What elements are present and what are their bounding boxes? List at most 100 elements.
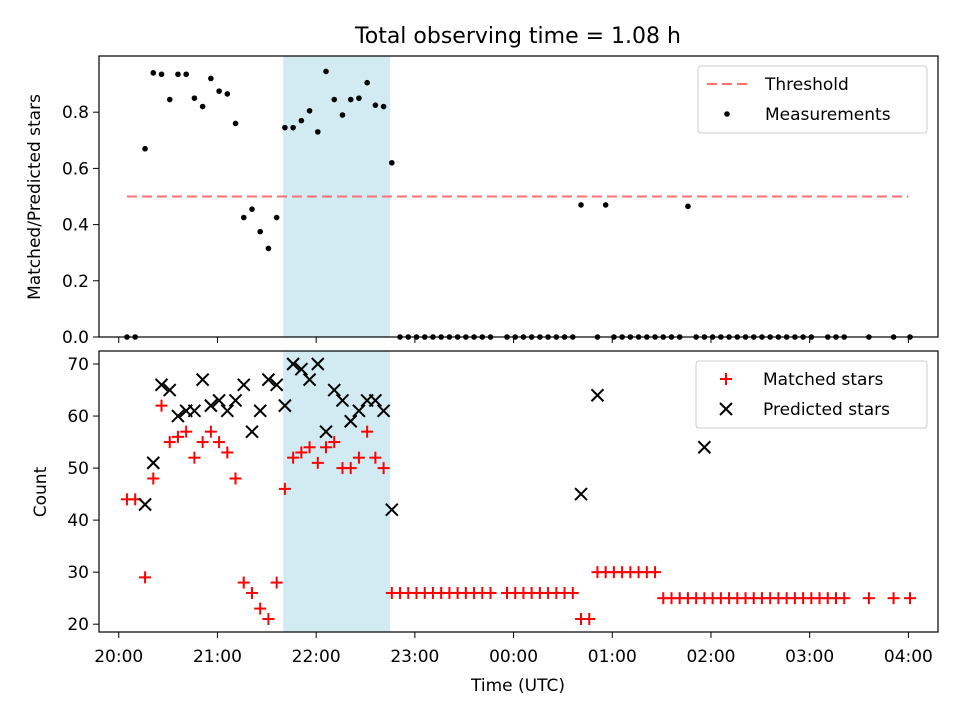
x-tick-label: 02:00 [686, 647, 735, 667]
matched-star-point [171, 430, 184, 443]
matched-star-point [303, 441, 316, 454]
measurement-point [175, 71, 181, 78]
top-plot-frame [98, 55, 939, 338]
matched-star-point [254, 602, 267, 615]
y-tick-label: 0.2 [62, 272, 89, 292]
x-tick-label: 01:00 [588, 647, 637, 667]
x-tick-label: 22:00 [292, 647, 341, 667]
measurement-point [191, 95, 198, 101]
y-tick-label: 0.6 [62, 159, 89, 179]
matched-star-point [295, 446, 308, 459]
measurement-point [602, 202, 609, 208]
measurement-point [314, 129, 321, 135]
matched-star-point [328, 436, 341, 449]
predicted-star-point [171, 409, 185, 423]
matched-star-point [278, 482, 291, 495]
matched-star-point [188, 451, 201, 464]
matched-star-point [904, 592, 917, 605]
measurement-point [183, 71, 189, 78]
figure-title: Total observing time = 1.08 h [354, 24, 681, 49]
measurement-point [273, 214, 280, 221]
predicted-star-point [138, 497, 152, 512]
matched-stars-legend-label: Matched stars [763, 370, 883, 390]
predicted-star-point [352, 404, 366, 418]
predicted-star-point [311, 357, 325, 371]
measurement-point [199, 103, 206, 110]
predicted-star-point [286, 357, 300, 371]
predicted-star-point [343, 414, 358, 428]
matched-star-point [352, 451, 365, 464]
bottom-y-label: Count [31, 466, 51, 517]
measurement-point [249, 206, 255, 212]
measurement-point [150, 70, 157, 76]
predicted-star-point [294, 362, 309, 376]
threshold-legend-label: Threshold [764, 75, 849, 95]
matched-stars-series [120, 399, 917, 625]
measurements-series [124, 68, 913, 340]
predicted-star-point [574, 487, 588, 501]
measurement-point [323, 68, 329, 75]
matched-star-point [147, 472, 160, 485]
predicted-star-point [187, 404, 202, 418]
measurement-point [372, 102, 379, 108]
predicted-star-point [697, 440, 712, 454]
measurement-point [685, 203, 691, 210]
matched-star-point [287, 451, 300, 464]
predicted-star-point [269, 378, 284, 392]
predicted-star-point [327, 383, 341, 397]
predicted-stars-legend-label: Predicted stars [763, 400, 890, 420]
bottom-x-axis: 20:00 21:00 22:00 23:00 00:00 01:00 02:00 03:00… [94, 632, 933, 667]
top-x-axis [118, 337, 909, 343]
predicted-star-point [319, 424, 333, 439]
matched-star-point [163, 436, 176, 449]
matched-star-point [139, 571, 152, 584]
predicted-star-point [220, 404, 235, 418]
measurement-point [364, 79, 370, 86]
predicted-star-point [237, 378, 251, 392]
predicted-star-point [261, 372, 276, 387]
x-tick-label: 21:00 [193, 647, 242, 667]
predicted-star-point [163, 383, 177, 397]
x-tick-label: 23:00 [390, 647, 439, 667]
bottom-panel: 20 30 40 50 60 70 20:00 21:00 22:00 23:00 00:00 01… [31, 350, 939, 696]
x-tick-label: 03:00 [785, 647, 834, 667]
bottom-plot-frame [98, 350, 939, 633]
y-tick-label: 0.8 [62, 103, 89, 123]
y-tick-label: 30 [67, 563, 89, 583]
measurement-point [282, 124, 288, 131]
y-tick-label: 0.4 [62, 216, 89, 236]
y-tick-label: 0.0 [62, 328, 89, 348]
measurement-point [208, 75, 214, 82]
measurement-point [257, 228, 264, 235]
matched-star-point [361, 425, 374, 438]
predicted-stars-legend-marker [719, 402, 733, 416]
predicted-star-point [385, 503, 399, 517]
matched-star-point [221, 446, 234, 459]
bottom-legend: Matched stars Predicted stars [695, 360, 928, 429]
predicted-star-point [212, 393, 226, 408]
top-y-label: Matched/Predicted stars [25, 94, 45, 300]
predicted-star-point [302, 372, 317, 387]
matched-stars-legend-marker [720, 373, 732, 385]
predicted-star-point [154, 378, 169, 392]
y-tick-label: 40 [67, 511, 89, 531]
predicted-star-point [228, 393, 243, 408]
predicted-star-point [590, 388, 605, 402]
matched-star-point [196, 436, 209, 449]
measurements-legend-marker [724, 111, 730, 117]
matched-star-point [344, 462, 357, 475]
matched-star-point [204, 425, 217, 438]
predicted-star-point [376, 404, 391, 418]
matched-star-point [270, 576, 283, 589]
matched-star-point [262, 612, 275, 625]
measurements-legend-label: Measurements [765, 105, 891, 125]
bottom-x-label: Time (UTC) [470, 676, 565, 696]
matched-star-point [237, 576, 250, 589]
matched-star-point [649, 566, 662, 579]
matched-star-point [887, 592, 900, 605]
predicted-star-point [278, 398, 292, 413]
predicted-star-point [245, 424, 259, 439]
bottom-y-axis: 20 30 40 50 60 70 [67, 355, 99, 635]
matched-star-point [838, 592, 851, 605]
